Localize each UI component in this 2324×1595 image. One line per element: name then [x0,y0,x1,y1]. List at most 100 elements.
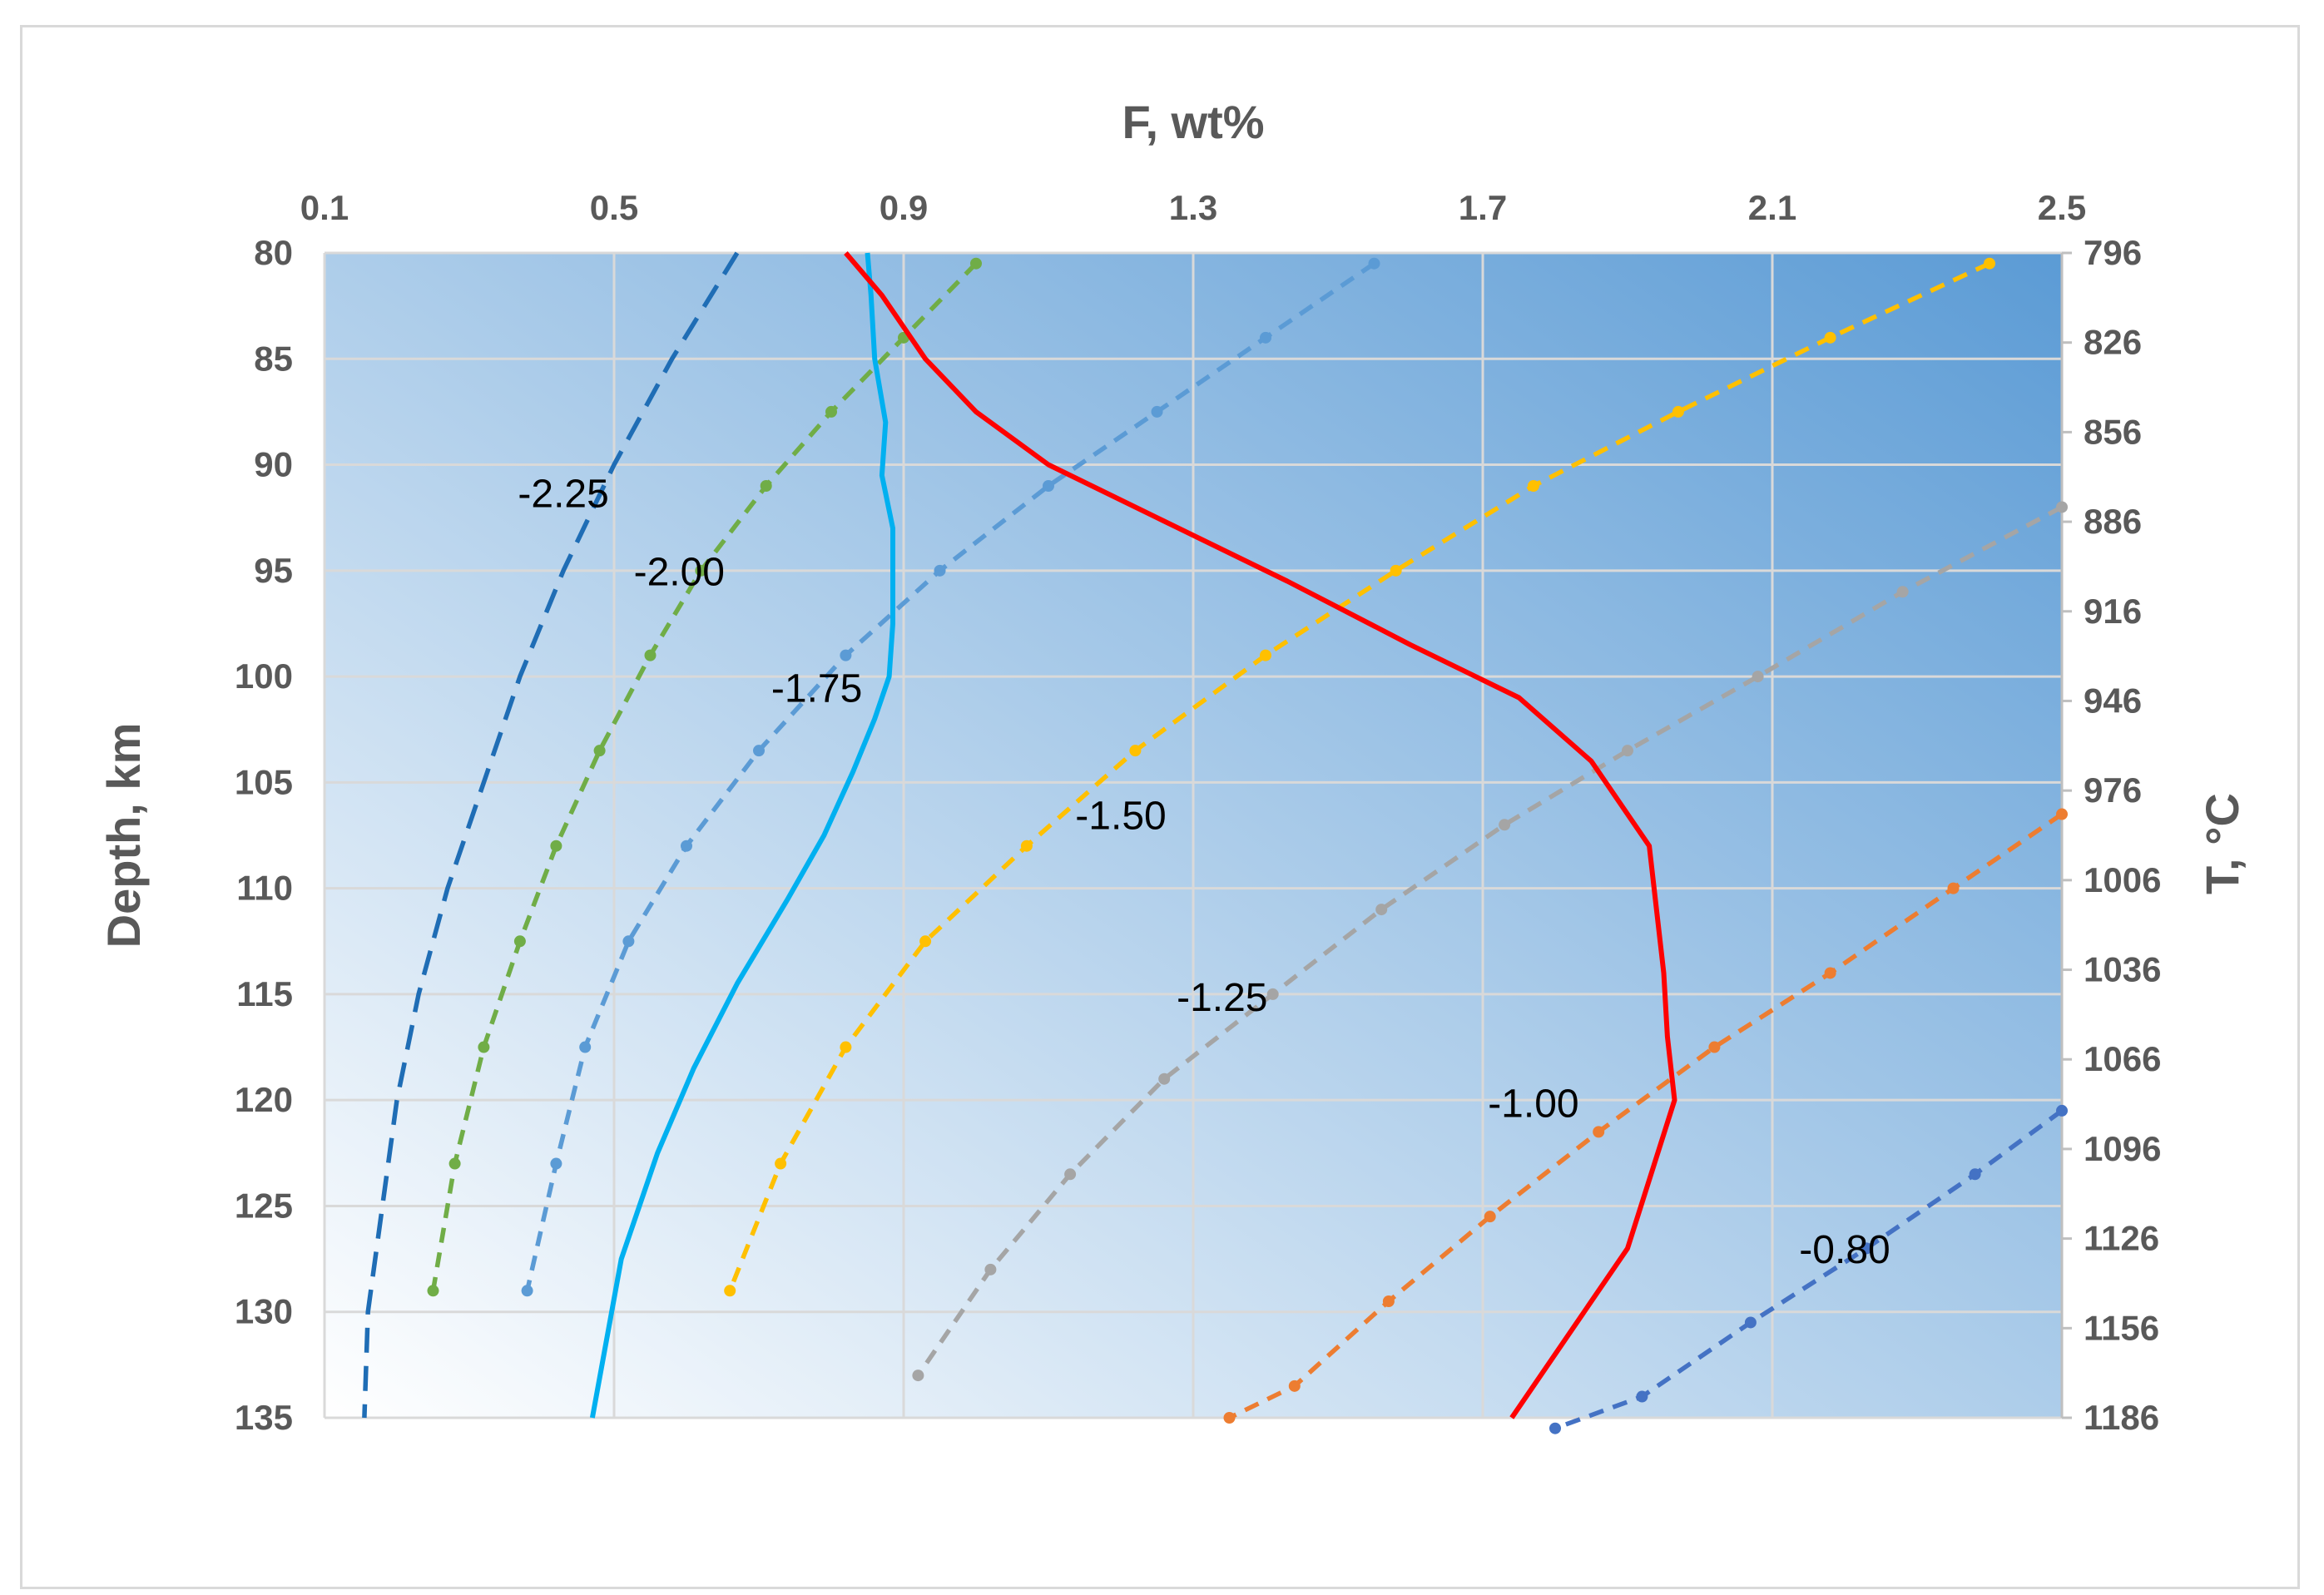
series-line [589,252,895,1419]
data-point [1593,1126,1605,1138]
data-point [1549,1422,1561,1434]
series-line [844,251,1677,1419]
y2-tick-label: 886 [2084,502,2142,541]
x-tick-label: 1.7 [1459,188,1507,227]
data-point [1484,1211,1496,1223]
series--2.25 [362,251,740,1419]
series--0.80 [1549,1104,2068,1434]
y-tick-label: 115 [236,974,293,1013]
y2-tick-label: 1186 [2084,1398,2159,1437]
series--1.75 [521,257,1380,1297]
data-point [2056,808,2068,820]
y-tick-label: 85 [254,339,293,378]
data-point [1158,1072,1171,1085]
data-point [1672,405,1684,418]
data-point [1288,1380,1301,1392]
data-point [1499,819,1511,831]
data-point [448,1157,461,1170]
data-point [1824,331,1836,344]
y-tick-label: 110 [236,869,293,908]
data-point [1382,1295,1395,1307]
series--1.50 [724,257,1995,1297]
data-point [1636,1390,1648,1403]
curve-label: -1.25 [1177,976,1267,1020]
y-tick-label: 120 [235,1080,293,1119]
data-point [1744,1316,1757,1329]
curve-labels: -2.25 -2.00 -1.75 -1.50 -1.25 -1.00 -0.80 [518,472,1890,1272]
series--1.25 [912,501,2068,1382]
series-line [524,261,1376,1291]
series-line [1554,1108,2064,1431]
data-point [1260,331,1271,344]
curve-label: -2.25 [518,472,608,516]
y2-tick-label: 946 [2084,681,2142,720]
y-tick-label: 90 [254,445,293,484]
x-tick-label: 0.5 [590,188,638,227]
data-point [840,649,852,661]
y2-tick-label: 1156 [2084,1308,2159,1347]
data-point [478,1041,490,1053]
series-line [727,261,1991,1292]
data-point [579,1041,592,1053]
data-point [1752,671,1764,683]
y2-tick-label: 916 [2084,592,2142,631]
data-point [427,1285,439,1297]
data-point [1984,257,1995,270]
data-point [1622,745,1633,757]
data-point [1223,1412,1236,1424]
data-point [695,564,707,577]
curve-label: -1.00 [1488,1082,1578,1126]
x-axis-title: F, wt% [1122,96,1264,148]
data-point [1896,586,1909,598]
data-point [622,935,635,948]
data-point [912,1370,924,1382]
curve-label: -1.75 [771,667,862,711]
data-point [1043,480,1054,492]
tick-labels: 0.1 0.5 0.9 1.3 1.7 2.1 2.5 80 85 90 95 100 105 110 11… [235,188,2162,1437]
curve-label: -0.80 [1799,1228,1890,1272]
data-point [1708,1041,1721,1053]
data-point [753,745,765,757]
series-line [362,251,740,1419]
data-point [1064,1168,1077,1181]
data-point [521,1285,533,1297]
data-point [1266,988,1279,1000]
y2-axis-title: T, °C [2196,793,2248,894]
series-profile-8 [844,251,1677,1419]
y2-tick-label: 1036 [2084,950,2161,989]
data-point [1969,1168,1981,1181]
data-point [1861,1242,1873,1255]
y2-tick-label: 1066 [2084,1039,2161,1078]
y-tick-label: 130 [235,1292,293,1331]
data-point [919,935,932,948]
data-point [513,935,526,948]
data-point [840,1041,852,1053]
y2-tick-label: 826 [2084,323,2142,362]
x-tick-label: 1.3 [1169,188,1217,227]
y-tick-label: 100 [235,656,293,696]
data-point [1129,745,1142,757]
data-point [760,480,772,492]
y-tick-label: 95 [254,551,293,590]
data-point [984,1263,997,1276]
y-tick-label: 105 [235,762,293,801]
y2-tick-label: 796 [2084,233,2142,272]
y-axis-title: Depth, km [97,723,150,949]
y2-tick-label: 1126 [2084,1219,2159,1258]
data-point [1947,882,1960,894]
x-tick-label: 2.1 [1748,188,1796,227]
data-point [1151,405,1163,418]
y-tick-label: 80 [254,233,293,272]
series-profile-7 [589,252,895,1419]
series--2.00 [427,257,982,1297]
y-tick-label: 135 [235,1398,293,1437]
data-point [681,840,692,852]
data-point [825,405,837,418]
y2-tick-label: 856 [2084,412,2142,451]
series-line [430,261,978,1291]
curve-label: -1.50 [1075,794,1166,838]
series--1.00 [1223,808,2068,1424]
data-point [1390,564,1402,577]
data-point [644,649,657,661]
